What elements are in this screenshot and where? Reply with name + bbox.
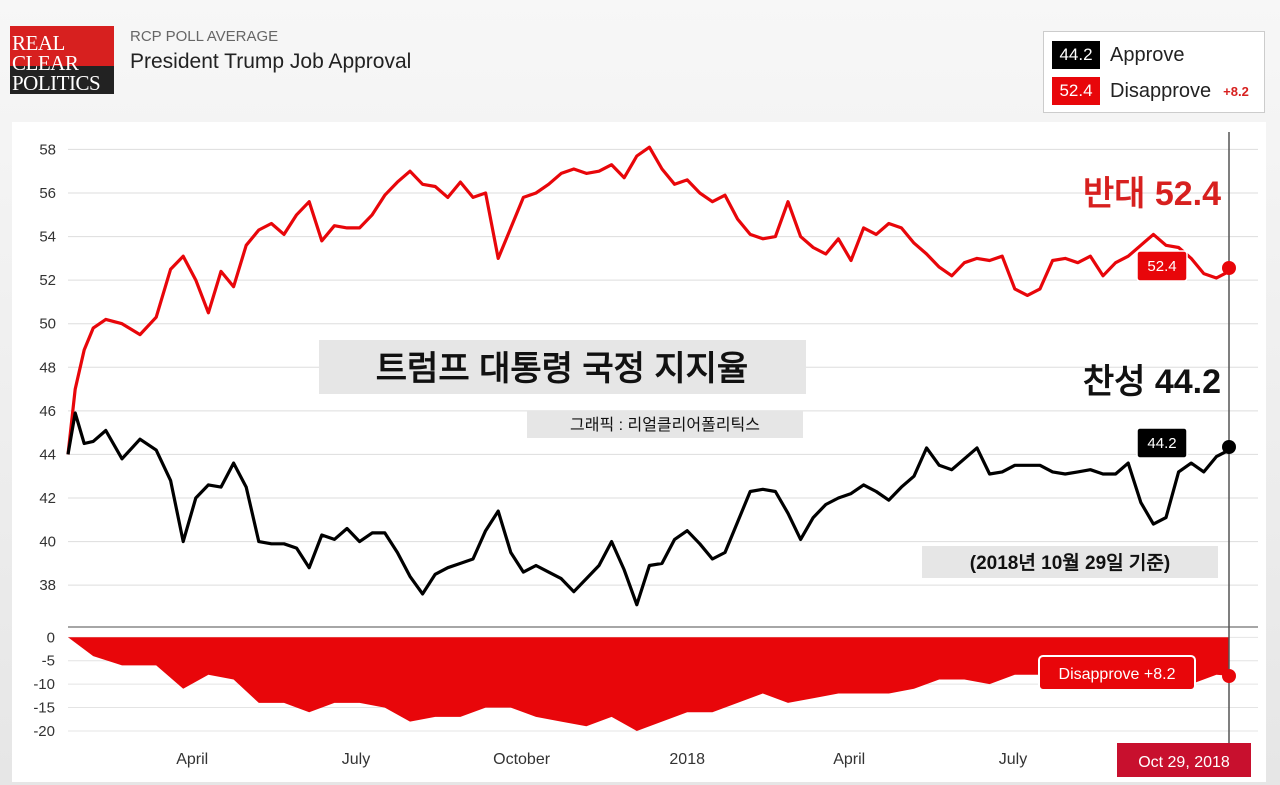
main-y-axis: 38 40 42 44 46 48 50 52 54 56 58 [39, 141, 56, 594]
date-flag[interactable] [1117, 743, 1251, 777]
y-tick-label: 54 [39, 229, 56, 246]
y-tick-label: 44 [39, 446, 56, 463]
approve-big-label: 찬성 44.2 [1083, 363, 1221, 401]
y-tick-label: 56 [39, 185, 56, 202]
rcp-logo: REAL CLEAR POLITICS [10, 26, 114, 94]
spread-flag [1038, 655, 1196, 691]
logo-red-block [10, 26, 114, 66]
legend-spread: +8.2 [1223, 83, 1249, 99]
spread-y-tick-label: -10 [33, 676, 55, 693]
legend: 44.2 Approve 52.4 Disapprove +8.2 [1043, 31, 1265, 113]
disapprove-endpoint [1222, 261, 1236, 275]
disapprove-flag-label: 52.4 [1147, 258, 1176, 275]
korean-title-bg [319, 340, 806, 394]
logo-line-1: REAL [12, 31, 65, 55]
y-tick-label: 38 [39, 577, 56, 594]
date-flag-label: Oct 29, 2018 [1138, 754, 1230, 771]
x-tick-label: July [999, 751, 1027, 768]
x-tick-label: 2018 [669, 751, 705, 768]
spread-flag-label: Disapprove +8.2 [1059, 666, 1176, 683]
logo-line-2: CLEAR [12, 51, 79, 75]
y-tick-label: 52 [39, 272, 56, 289]
approve-endpoint [1222, 440, 1236, 454]
x-tick-label: April [176, 751, 208, 768]
disapprove-line[interactable] [66, 145, 1230, 455]
legend-approve-label: Approve [1110, 43, 1185, 66]
disapprove-flag [1136, 250, 1188, 282]
chart-title: President Trump Job Approval [130, 50, 412, 73]
date-note-bg [922, 546, 1218, 578]
approve-flag-label: 44.2 [1147, 435, 1176, 452]
legend-disapprove[interactable]: 52.4 Disapprove +8.2 [1052, 76, 1249, 106]
spread-y-tick-label: -5 [42, 653, 55, 670]
chart-subtitle: RCP POLL AVERAGE [130, 28, 279, 45]
credit-bg [527, 411, 803, 438]
logo-line-3: POLITICS [12, 71, 101, 94]
spread-y-axis: 0 -5 -10 -15 -20 [33, 629, 55, 740]
spread-y-tick-label: 0 [47, 629, 55, 646]
x-tick-label: April [833, 751, 865, 768]
legend-disapprove-label: Disapprove [1110, 79, 1212, 102]
korean-title: 트럼프 대통령 국정 지지율 [376, 350, 748, 388]
legend-disapprove-value: 52.4 [1052, 77, 1100, 105]
main-gridlines [68, 148, 1258, 586]
legend-approve[interactable]: 44.2 Approve [1052, 40, 1185, 70]
approve-flag [1136, 427, 1188, 459]
series-layer [66, 145, 1230, 731]
legend-approve-value: 44.2 [1052, 41, 1100, 69]
spread-area[interactable] [68, 637, 1229, 731]
x-tick-label: July [342, 751, 370, 768]
x-tick-label: October [493, 751, 551, 768]
y-tick-label: 50 [39, 316, 56, 333]
y-tick-label: 48 [39, 359, 56, 376]
y-tick-label: 42 [39, 490, 56, 507]
graphic-credit: 그래픽 : 리얼클리어폴리틱스 [570, 416, 760, 434]
date-note: (2018년 10월 29일 기준) [970, 552, 1170, 574]
disapprove-big-label: 반대 52.4 [1083, 175, 1221, 213]
x-axis: April July October 2018 April July [176, 751, 1027, 768]
y-tick-label: 58 [39, 141, 56, 158]
y-tick-label: 46 [39, 403, 56, 420]
spread-y-tick-label: -15 [33, 700, 55, 717]
spread-endpoint [1222, 669, 1236, 683]
y-tick-label: 40 [39, 534, 56, 551]
approve-line[interactable] [66, 411, 1230, 607]
spread-y-tick-label: -20 [33, 723, 55, 740]
